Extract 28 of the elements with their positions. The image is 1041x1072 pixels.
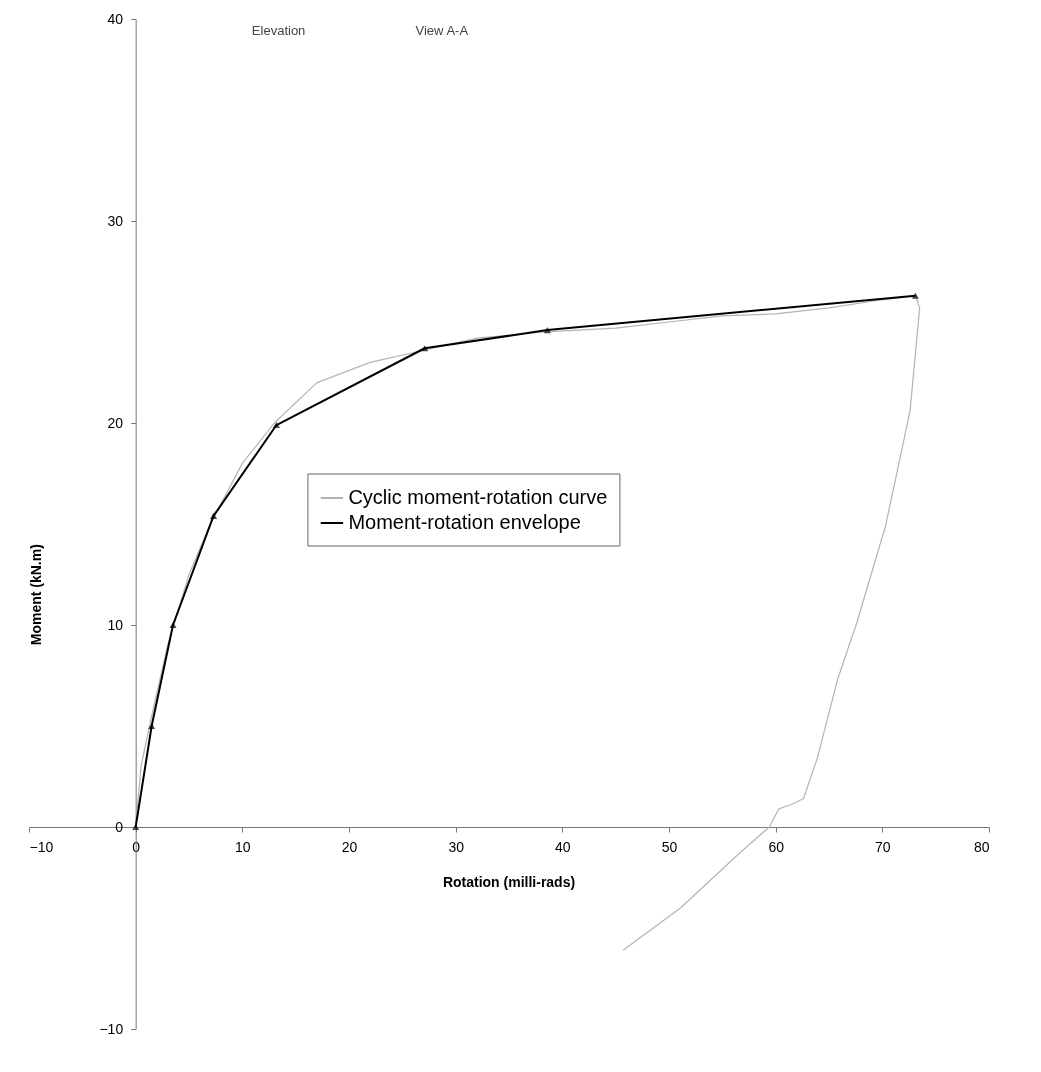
x-axis-title: Rotation (milli-rads) [442, 873, 576, 890]
x-tick-label: 10 [235, 838, 251, 855]
x-tick-label: 20 [341, 838, 358, 855]
y-tick-label: 10 [107, 616, 124, 633]
y-axis-title: Moment (kN.m) [28, 544, 44, 646]
annotation: View A-A [415, 23, 469, 38]
point [148, 722, 156, 730]
x-tick-label: 80 [973, 838, 990, 855]
x-tick-label: −10 [29, 838, 54, 855]
annotation: Elevation [251, 23, 306, 38]
y-tick-label: −10 [99, 1020, 124, 1037]
point [272, 421, 280, 429]
point [911, 292, 919, 299]
x-tick-label: 0 [132, 838, 141, 855]
y-tick-label: 30 [107, 212, 124, 229]
legend-label: Cyclic moment-rotation curve [348, 486, 608, 508]
x-tick-label: 50 [661, 838, 678, 855]
legend-label: Moment-rotation envelope [348, 511, 581, 533]
x-tick-label: 30 [448, 838, 465, 855]
y-tick-label: 40 [107, 10, 124, 27]
y-tick-label: 20 [107, 414, 124, 431]
x-tick-label: 60 [768, 838, 785, 855]
point [210, 512, 218, 519]
x-tick-label: 40 [555, 838, 571, 855]
point [543, 327, 551, 334]
point [169, 621, 177, 629]
x-tick-label: 70 [875, 838, 891, 855]
y-tick-label: 0 [115, 818, 124, 835]
